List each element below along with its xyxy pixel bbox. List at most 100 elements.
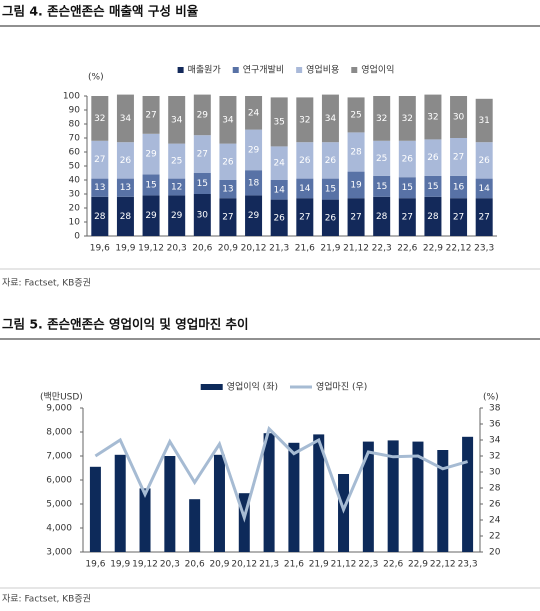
data-label: 27	[402, 213, 413, 223]
y-tick-label: 5,000	[46, 500, 72, 510]
axis-unit: (%)	[483, 393, 499, 403]
bar-segment	[475, 198, 493, 236]
bar-segment	[142, 133, 160, 175]
bar-segment	[321, 94, 339, 143]
data-label: 26	[427, 153, 439, 163]
y-tick-label: 60	[69, 148, 81, 158]
y2-tick-label: 30	[489, 468, 501, 478]
bar-segment	[398, 140, 416, 178]
data-label: 15	[402, 183, 413, 193]
x-tick-label: 19,12	[138, 244, 164, 254]
bar	[189, 499, 201, 552]
data-label: 14	[299, 184, 311, 194]
bar-segment	[296, 178, 314, 199]
data-label: 15	[325, 185, 336, 195]
data-label: 27	[94, 155, 105, 165]
bar-segment	[91, 140, 109, 179]
bar-segment	[450, 138, 468, 176]
bar-segment	[142, 96, 160, 134]
bar	[387, 440, 399, 552]
bar	[412, 441, 424, 552]
bar-segment	[245, 195, 263, 236]
y2-tick-label: 20	[489, 548, 501, 558]
bar-segment	[270, 146, 288, 180]
data-label: 28	[120, 212, 132, 222]
data-label: 26	[273, 213, 285, 223]
x-tick-label: 20,9	[209, 560, 229, 570]
bar-segment	[270, 97, 288, 147]
data-label: 25	[350, 110, 361, 120]
bar-segment	[245, 170, 263, 196]
bar	[462, 436, 474, 552]
bar	[213, 454, 225, 552]
data-label: 27	[350, 213, 361, 223]
legend-marker	[351, 67, 358, 73]
y-tick-label: 8,000	[46, 428, 72, 438]
bar-segment	[142, 195, 160, 236]
bar-segment	[168, 195, 186, 236]
axis-unit: (백만USD)	[40, 392, 83, 403]
bar	[238, 493, 250, 552]
data-label: 26	[402, 155, 414, 165]
data-label: 26	[325, 156, 337, 166]
x-tick-label: 19,12	[132, 560, 158, 570]
data-label: 27	[299, 213, 310, 223]
y2-tick-label: 26	[489, 500, 501, 510]
data-label: 13	[94, 183, 105, 193]
bar-segment	[270, 199, 288, 236]
bar-segment	[398, 96, 416, 141]
legend-label: 영업비용	[306, 65, 339, 76]
data-label: 29	[171, 211, 183, 221]
data-label: 18	[248, 178, 260, 188]
bar-segment	[450, 175, 468, 199]
bar	[164, 456, 176, 552]
data-label: 13	[222, 185, 233, 195]
data-label: 24	[248, 108, 260, 118]
x-tick-label: 22,3	[372, 244, 392, 254]
x-tick-label: 20,12	[241, 244, 267, 254]
bar-segment	[475, 142, 493, 179]
data-label: 29	[248, 145, 260, 155]
legend-marker	[296, 67, 303, 73]
x-tick-label: 22,6	[383, 560, 403, 570]
data-label: 34	[325, 114, 337, 124]
bar-segment	[168, 143, 186, 179]
data-label: 34	[120, 114, 132, 124]
x-tick-label: 21,3	[259, 560, 279, 570]
legend-label: 영업이익	[361, 64, 394, 76]
x-tick-label: 21,6	[284, 560, 304, 570]
x-tick-label: 20,6	[192, 244, 212, 254]
x-tick-label: 22,6	[397, 244, 417, 254]
x-tick-label: 19,6	[85, 560, 105, 570]
bar-segment	[219, 198, 237, 236]
data-label: 30	[453, 113, 465, 123]
y-tick-label: 30	[69, 190, 81, 200]
data-label: 15	[145, 180, 156, 190]
bar-segment	[373, 140, 391, 176]
y-tick-label: 10	[69, 218, 81, 228]
data-label: 26	[478, 156, 490, 166]
x-tick-label: 20,12	[231, 560, 257, 570]
y2-tick-label: 32	[489, 452, 500, 462]
x-tick-label: 20,6	[185, 560, 205, 570]
data-label: 28	[376, 212, 388, 222]
legend-marker	[232, 67, 239, 73]
bar-segment	[142, 174, 160, 196]
y-tick-label: 20	[69, 204, 81, 214]
y2-tick-label: 28	[489, 484, 501, 494]
x-tick-label: 20,3	[160, 560, 180, 570]
y2-tick-label: 24	[489, 516, 501, 526]
bar	[288, 442, 300, 552]
data-label: 14	[273, 185, 285, 195]
y2-tick-label: 38	[489, 404, 501, 414]
bar-segment	[219, 180, 237, 199]
y-tick-label: 80	[69, 120, 81, 130]
legend-marker	[200, 384, 223, 390]
bar	[362, 441, 374, 552]
data-label: 35	[273, 117, 284, 127]
bar-segment	[116, 196, 134, 236]
data-label: 29	[145, 150, 157, 160]
y2-tick-label: 34	[489, 436, 501, 446]
bar-segment	[193, 194, 211, 236]
x-tick-label: 22,12	[446, 244, 472, 254]
